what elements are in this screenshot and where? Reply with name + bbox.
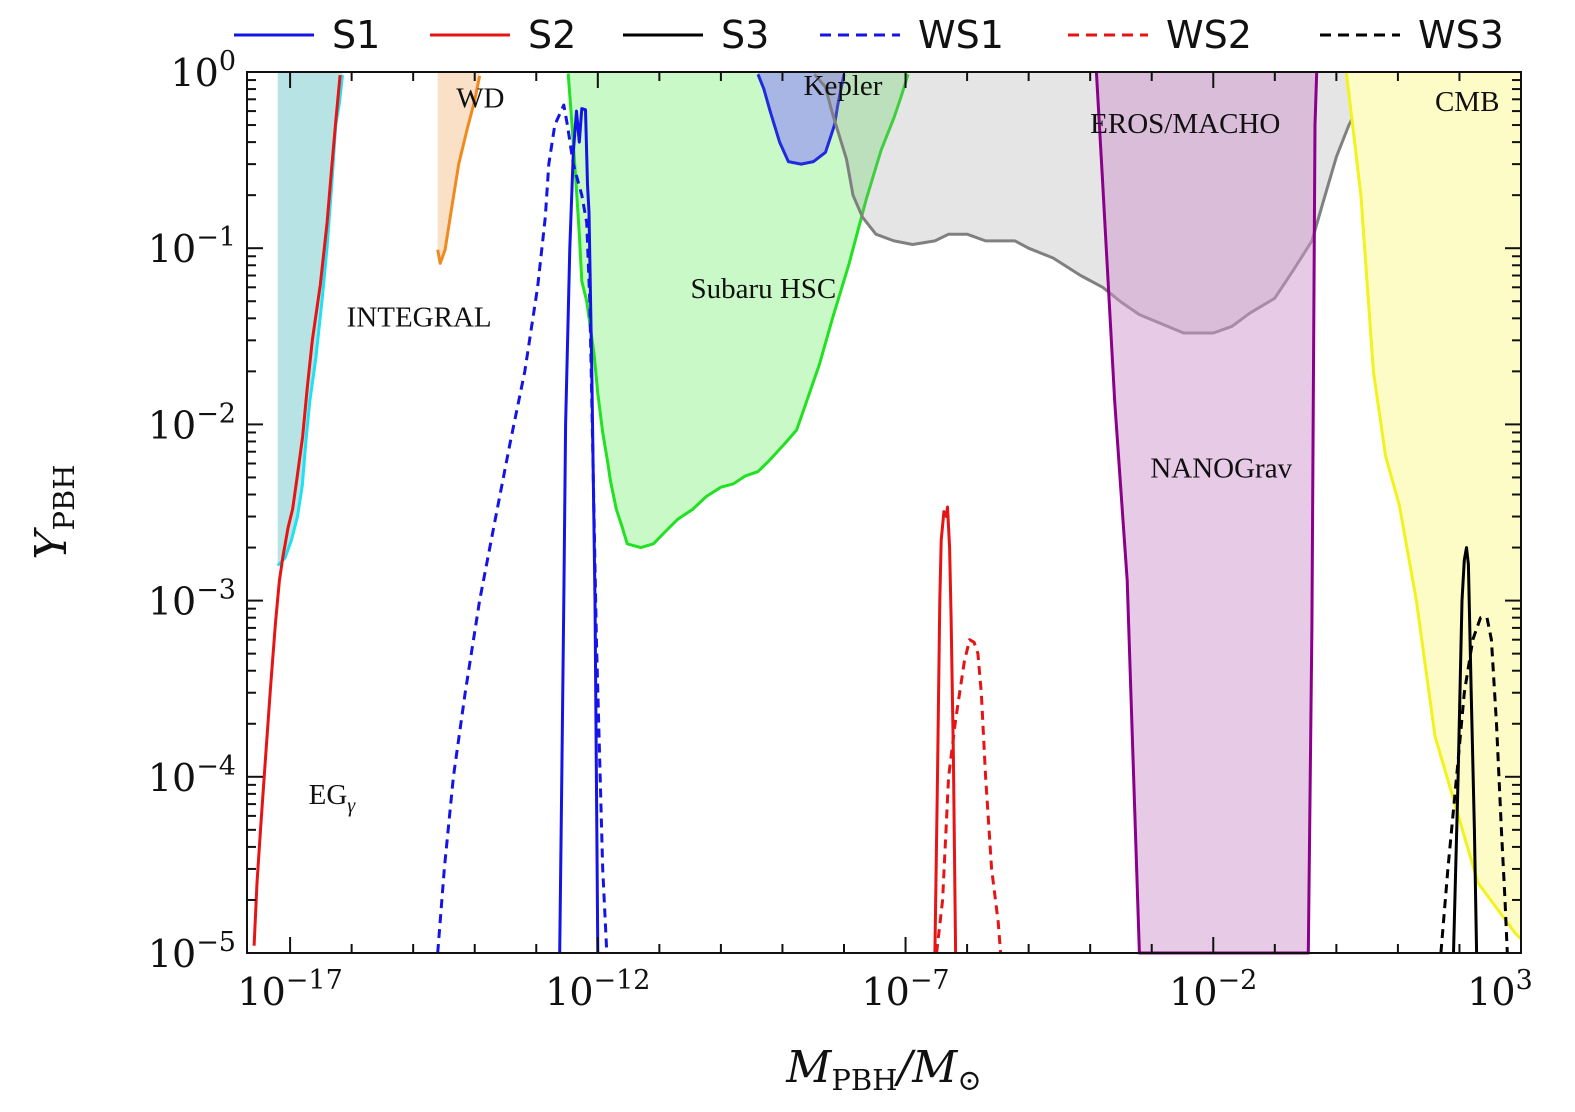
series-s3 — [1452, 546, 1479, 954]
data-series — [252, 74, 1509, 954]
y-tick-label: 10−5 — [148, 927, 236, 976]
label-eg: EGγ — [309, 779, 357, 817]
x-tick-label: 10−7 — [861, 965, 949, 1014]
y-tick-label: 10−3 — [148, 575, 236, 624]
legend-label: WS3 — [1418, 13, 1504, 57]
legend-item-ws3: WS3 — [1320, 13, 1504, 57]
legend-item-s2: S2 — [430, 13, 576, 57]
constraint-regions — [253, 71, 1523, 955]
legend-label: S1 — [332, 13, 380, 57]
plot-frame — [246, 71, 1522, 954]
y-axis-title: YPBH — [26, 464, 81, 559]
region-nanograv — [1096, 72, 1317, 953]
series-s2-peak — [933, 505, 958, 954]
series-s1 — [558, 107, 600, 954]
legend-label: WS2 — [1166, 13, 1252, 57]
label-nanograv: NANOGrav — [1150, 452, 1292, 484]
legend-label: WS1 — [918, 13, 1004, 57]
legend-label: S3 — [721, 13, 769, 57]
x-axis-title: MPBH/M⊙ — [785, 1042, 981, 1097]
y-tick-label: 100 — [170, 46, 236, 95]
series-s2 — [252, 74, 342, 946]
axis-titles: MPBH/M⊙ YPBH — [26, 464, 982, 1097]
region-boundary-cmb — [1344, 71, 1523, 941]
label-eros-macho: EROS/MACHO — [1090, 108, 1280, 140]
region-cmb — [1346, 72, 1521, 939]
y-tick-label: 10−2 — [148, 398, 236, 447]
legend-item-ws2: WS2 — [1068, 13, 1252, 57]
label-wd: WD — [456, 82, 504, 114]
y-tick-label: 10−1 — [148, 222, 236, 271]
x-tick-label: 10−12 — [545, 965, 650, 1014]
legend-item-s1: S1 — [234, 13, 380, 57]
x-tick-label: 10−2 — [1169, 965, 1257, 1014]
legend-label: S2 — [528, 13, 576, 57]
region-integral — [277, 72, 343, 566]
axis-ticks: 10−17 10−12 10−7 10−2 103 100 10−1 10−2 10−3 10−4… — [148, 46, 1533, 1014]
region-boundary-wd — [436, 75, 482, 265]
label-integral: INTEGRAL — [347, 301, 492, 333]
region-boundary-kepler — [756, 73, 846, 166]
legend: S1 S2 S3 WS1 WS2 WS3 — [234, 13, 1504, 57]
region-boundary-subaru-hsc — [566, 73, 910, 550]
series-ws2 — [935, 638, 1003, 954]
region-subaru-hsc — [568, 72, 909, 548]
y-tick-label: 10−4 — [148, 751, 236, 800]
x-tick-label: 103 — [1467, 965, 1533, 1014]
legend-item-ws1: WS1 — [820, 13, 1004, 57]
region-eg — [253, 72, 278, 953]
x-tick-label: 10−17 — [237, 965, 342, 1014]
series-ws1 — [436, 103, 609, 954]
legend-item-s3: S3 — [623, 13, 769, 57]
label-cmb: CMB — [1435, 86, 1499, 118]
label-subaru-hsc: Subaru HSC — [690, 273, 836, 305]
